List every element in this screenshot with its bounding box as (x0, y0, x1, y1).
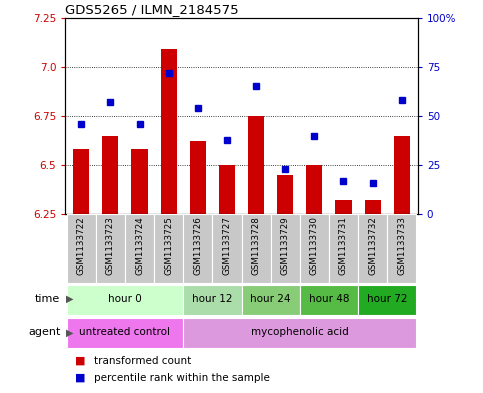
FancyBboxPatch shape (213, 214, 242, 283)
Text: ▶: ▶ (66, 327, 73, 338)
Bar (242, 285, 300, 315)
Bar (161, 49, 177, 214)
Bar (248, 116, 264, 214)
Text: GSM1133733: GSM1133733 (398, 216, 406, 275)
Text: hour 24: hour 24 (250, 294, 291, 304)
Bar (190, 141, 206, 214)
FancyBboxPatch shape (300, 214, 329, 283)
Text: GSM1133724: GSM1133724 (135, 216, 144, 275)
Text: GSM1133732: GSM1133732 (368, 216, 377, 275)
FancyBboxPatch shape (67, 214, 96, 283)
Bar (306, 165, 322, 214)
Bar (67, 285, 183, 315)
FancyBboxPatch shape (270, 214, 300, 283)
Text: hour 0: hour 0 (108, 294, 142, 304)
Text: ▶: ▶ (66, 294, 73, 304)
Text: agent: agent (28, 327, 60, 338)
Text: untreated control: untreated control (79, 327, 170, 338)
Bar (131, 149, 147, 214)
Text: GSM1133729: GSM1133729 (281, 216, 290, 275)
Text: percentile rank within the sample: percentile rank within the sample (94, 373, 270, 383)
Text: hour 12: hour 12 (192, 294, 233, 304)
Text: GSM1133727: GSM1133727 (223, 216, 231, 275)
FancyBboxPatch shape (358, 214, 387, 283)
Text: GSM1133723: GSM1133723 (106, 216, 115, 275)
FancyBboxPatch shape (242, 214, 270, 283)
Text: transformed count: transformed count (94, 356, 191, 366)
Bar (102, 136, 118, 214)
Text: mycophenolic acid: mycophenolic acid (251, 327, 349, 338)
FancyBboxPatch shape (154, 214, 183, 283)
Text: GSM1133722: GSM1133722 (77, 216, 85, 275)
Bar (183, 318, 416, 348)
Text: hour 48: hour 48 (309, 294, 349, 304)
FancyBboxPatch shape (329, 214, 358, 283)
Bar (67, 318, 183, 348)
Bar (365, 200, 381, 214)
Text: hour 72: hour 72 (367, 294, 408, 304)
Text: GSM1133726: GSM1133726 (193, 216, 202, 275)
FancyBboxPatch shape (387, 214, 416, 283)
Text: GSM1133730: GSM1133730 (310, 216, 319, 275)
Bar (219, 165, 235, 214)
Bar (73, 149, 89, 214)
Text: GSM1133728: GSM1133728 (252, 216, 260, 275)
Bar (183, 285, 242, 315)
Text: GSM1133731: GSM1133731 (339, 216, 348, 275)
Bar (277, 175, 293, 214)
Text: ■: ■ (75, 373, 85, 383)
Bar (358, 285, 416, 315)
Text: GDS5265 / ILMN_2184575: GDS5265 / ILMN_2184575 (65, 4, 239, 17)
Bar (394, 136, 410, 214)
Text: time: time (35, 294, 60, 304)
FancyBboxPatch shape (183, 214, 213, 283)
FancyBboxPatch shape (125, 214, 154, 283)
Text: ■: ■ (75, 356, 85, 366)
Bar (336, 200, 352, 214)
FancyBboxPatch shape (96, 214, 125, 283)
Bar (300, 285, 358, 315)
Text: GSM1133725: GSM1133725 (164, 216, 173, 275)
